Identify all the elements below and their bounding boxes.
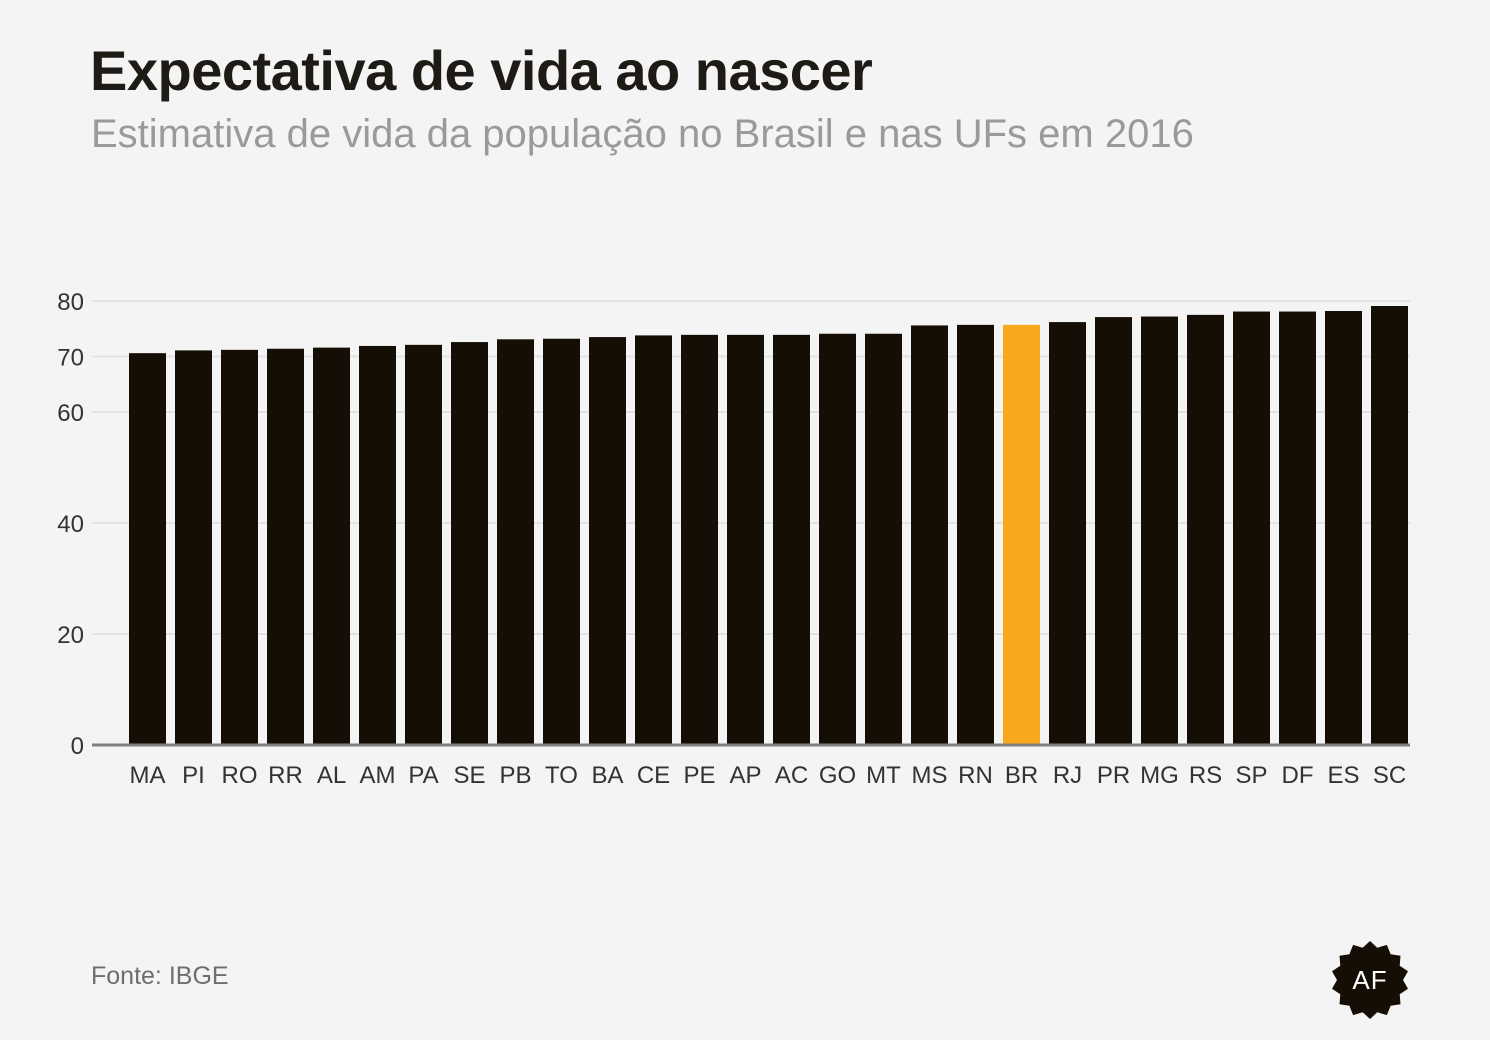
- bar-sp: [1233, 311, 1270, 745]
- y-tick-label: 40: [57, 511, 84, 538]
- x-tick-label: BA: [591, 762, 623, 789]
- x-tick-label: AC: [775, 762, 808, 789]
- bar-pe: [681, 334, 718, 745]
- x-tick-label: RJ: [1053, 762, 1082, 789]
- x-tick-label: RO: [222, 762, 258, 789]
- y-tick-label: 70: [57, 345, 84, 372]
- bar-pr: [1095, 317, 1132, 745]
- bar-ce: [635, 335, 672, 745]
- x-tick-label: MT: [866, 762, 901, 789]
- bar-rn: [957, 324, 994, 745]
- x-tick-label: TO: [545, 762, 578, 789]
- x-tick-label: PA: [408, 762, 438, 789]
- x-tick-label: AP: [729, 762, 761, 789]
- x-tick-label: AL: [317, 762, 346, 789]
- brand-logo: AF: [1330, 940, 1410, 1020]
- bar-am: [359, 345, 396, 745]
- bar-mg: [1141, 316, 1178, 745]
- chart-title: Expectativa de vida ao nascer: [90, 39, 873, 102]
- bar-rs: [1187, 314, 1224, 745]
- chart-subtitle: Estimativa de vida da população no Brasi…: [91, 112, 1194, 156]
- x-tick-label: SC: [1373, 762, 1406, 789]
- bar-rj: [1049, 322, 1086, 745]
- x-tick-label: BR: [1005, 762, 1038, 789]
- y-tick-label: 60: [57, 400, 84, 427]
- y-tick-label: 20: [57, 622, 84, 649]
- bar-pa: [405, 344, 442, 745]
- x-tick-label: PI: [182, 762, 205, 789]
- x-tick-label: RN: [958, 762, 993, 789]
- x-tick-label: MG: [1140, 762, 1179, 789]
- bar-ms: [911, 325, 948, 745]
- logo-text: AF: [1352, 964, 1388, 995]
- bar-es: [1325, 310, 1362, 745]
- bar-pi: [175, 350, 212, 745]
- bar-pb: [497, 339, 534, 745]
- bar-ac: [773, 334, 810, 745]
- x-tick-label: RS: [1189, 762, 1222, 789]
- x-tick-label: CE: [637, 762, 670, 789]
- bar-br: [1003, 324, 1040, 745]
- bar-go: [819, 333, 856, 745]
- bar-to: [543, 338, 580, 745]
- x-tick-label: MS: [912, 762, 948, 789]
- bar-ba: [589, 337, 626, 745]
- x-tick-label: AM: [360, 762, 396, 789]
- logo-badge-icon: [1332, 941, 1408, 1019]
- y-tick-label: 0: [71, 733, 84, 760]
- y-tick-label: 80: [57, 289, 84, 316]
- bar-mt: [865, 333, 902, 745]
- x-tick-label: DF: [1282, 762, 1314, 789]
- x-tick-label: RR: [268, 762, 303, 789]
- bar-ro: [221, 349, 258, 745]
- bar-ma: [129, 353, 166, 745]
- x-tick-label: SE: [453, 762, 485, 789]
- x-tick-label: PR: [1097, 762, 1130, 789]
- bar-rr: [267, 348, 304, 745]
- x-tick-label: MA: [130, 762, 166, 789]
- bar-se: [451, 342, 488, 745]
- bar-ap: [727, 334, 764, 745]
- x-tick-label: SP: [1235, 762, 1267, 789]
- bar-al: [313, 347, 350, 745]
- source-note: Fonte: IBGE: [91, 962, 229, 990]
- bar-df: [1279, 311, 1316, 745]
- x-tick-label: PE: [683, 762, 715, 789]
- x-tick-label: GO: [819, 762, 856, 789]
- x-tick-label: ES: [1327, 762, 1359, 789]
- x-tick-label: PB: [499, 762, 531, 789]
- bar-sc: [1371, 305, 1408, 745]
